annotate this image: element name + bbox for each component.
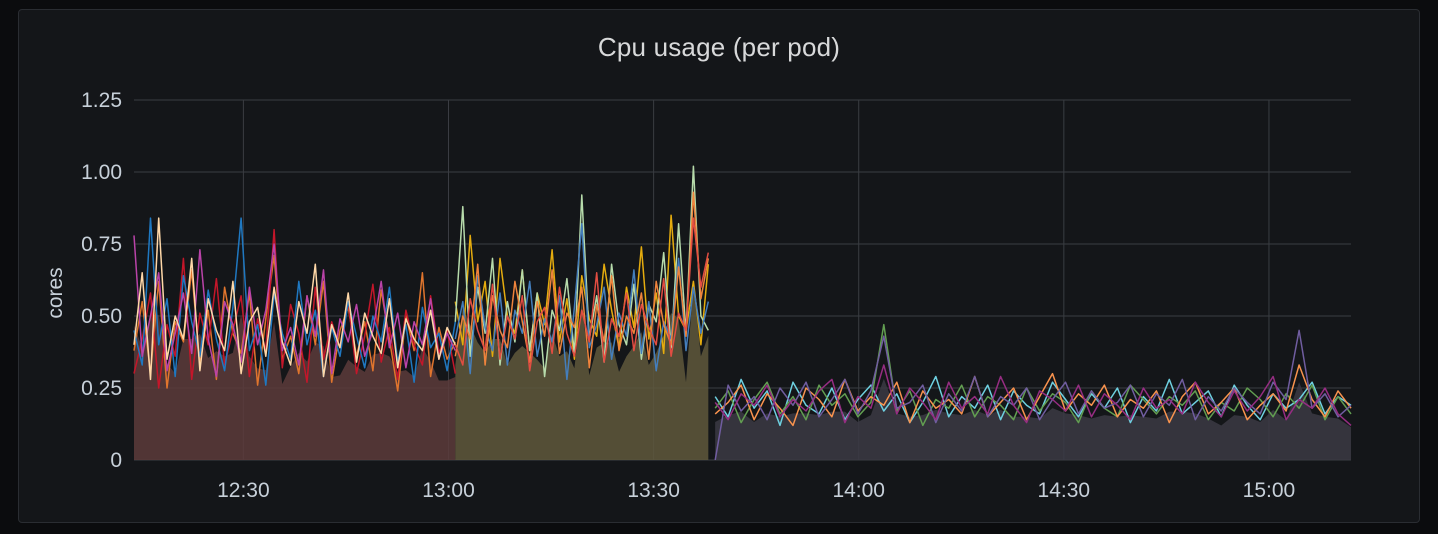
- y-tick-label: 1.00: [81, 161, 122, 184]
- y-axis-label: cores: [44, 267, 67, 318]
- series-line[interactable]: [714, 364, 1352, 426]
- x-tick-label: 14:30: [1038, 479, 1091, 502]
- y-tick-label: 0: [110, 449, 122, 472]
- x-tick-label: 15:00: [1243, 479, 1296, 502]
- y-tick-label: 0.50: [81, 305, 122, 328]
- series-line[interactable]: [714, 329, 1352, 461]
- y-tick-label: 0.75: [81, 233, 122, 256]
- series-line[interactable]: [454, 217, 710, 372]
- segment-fill: [455, 283, 709, 460]
- chart-title: Cpu usage (per pod): [597, 32, 841, 62]
- x-tick-label: 13:00: [422, 479, 475, 502]
- y-tick-label: 1.25: [81, 89, 122, 112]
- y-axis: 0 0.25 0.50 0.75 1.00 1.25: [81, 89, 122, 472]
- y-tick-label: 0.25: [81, 377, 122, 400]
- segment-fill: [715, 378, 1351, 460]
- x-axis: 12:30 13:00 13:30 14:00 14:30 15:00: [217, 479, 1295, 502]
- segment-fills: [134, 283, 1351, 460]
- segment-fill: [134, 314, 456, 460]
- series-line[interactable]: [454, 223, 710, 381]
- series-line[interactable]: [454, 191, 710, 369]
- x-tick-label: 12:30: [217, 479, 270, 502]
- x-tick-label: 14:00: [832, 479, 885, 502]
- x-tick-label: 13:30: [627, 479, 680, 502]
- grid: [134, 99, 1351, 461]
- series-lines: [133, 165, 1352, 461]
- series-line[interactable]: [133, 217, 456, 381]
